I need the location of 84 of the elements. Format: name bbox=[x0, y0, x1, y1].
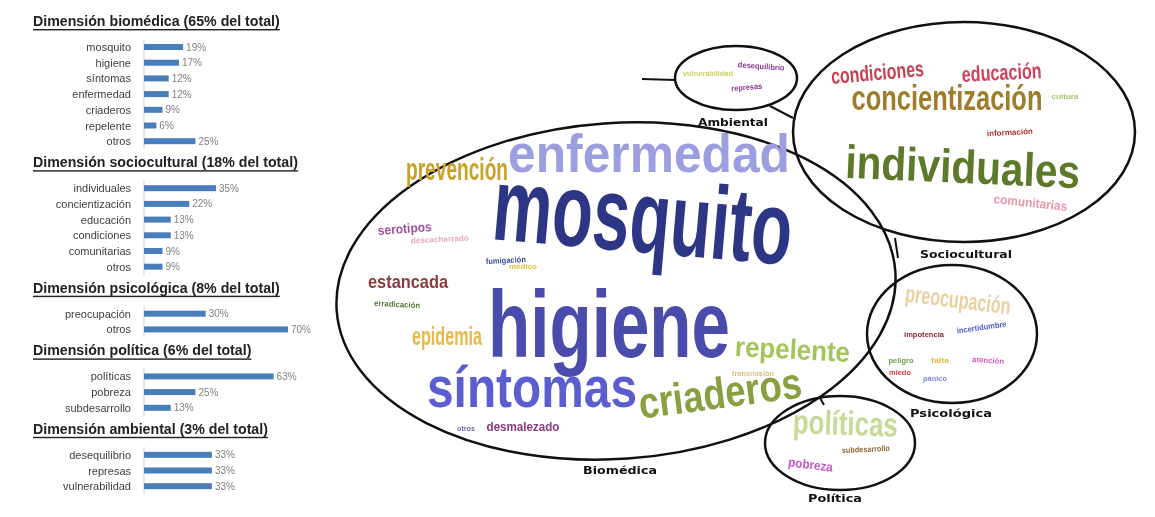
text: otros bbox=[457, 423, 475, 434]
data-label: 19% bbox=[186, 41, 207, 53]
data-label: 25% bbox=[198, 386, 219, 398]
text: Política bbox=[808, 491, 862, 505]
data-label: 12% bbox=[171, 72, 192, 84]
data-label: 35% bbox=[219, 182, 240, 194]
data-label: 9% bbox=[165, 261, 181, 273]
y-tick-label: políticas bbox=[90, 370, 132, 383]
data-label: 22% bbox=[192, 198, 213, 210]
bar bbox=[144, 248, 163, 254]
bar bbox=[144, 185, 216, 192]
text: repelente bbox=[734, 331, 851, 369]
data-label: 6% bbox=[159, 120, 174, 131]
bar bbox=[144, 232, 171, 239]
text: estancada bbox=[368, 270, 449, 293]
data-label: 9% bbox=[165, 245, 181, 257]
text: preocupación bbox=[903, 279, 1013, 320]
text: impotencia bbox=[904, 329, 945, 340]
data-label: 25% bbox=[198, 135, 219, 147]
data-label: 9% bbox=[165, 104, 181, 116]
text: Psicológica bbox=[910, 406, 992, 420]
bar bbox=[144, 216, 171, 223]
y-tick-label: subdesarrollo bbox=[64, 401, 131, 414]
y-tick-label: otros bbox=[106, 260, 132, 273]
bar bbox=[144, 91, 169, 98]
chart-title: Dimensión psicológica (8% del total) bbox=[33, 279, 281, 296]
y-tick-label: vulnerabilidad bbox=[63, 480, 131, 493]
text: atención bbox=[971, 354, 1005, 367]
text: epidemia bbox=[412, 322, 483, 350]
text: Biomédica bbox=[583, 463, 657, 477]
bar bbox=[144, 75, 169, 82]
text: subdesarrollo bbox=[841, 443, 891, 456]
y-tick-label: preocupación bbox=[64, 307, 131, 320]
y-tick-label: pobreza bbox=[91, 386, 132, 399]
text: falta bbox=[931, 355, 950, 365]
text: pobreza bbox=[787, 454, 834, 475]
y-tick-label: síntomas bbox=[86, 72, 132, 85]
bar bbox=[144, 138, 196, 145]
bar bbox=[144, 59, 179, 66]
y-tick-label: otros bbox=[106, 135, 132, 148]
text: desmalezado bbox=[486, 419, 560, 435]
data-label: 63% bbox=[276, 370, 297, 382]
data-label: 33% bbox=[214, 480, 236, 492]
text: serotipos bbox=[377, 219, 433, 238]
y-tick-label: concientización bbox=[55, 197, 131, 210]
chart-title: Dimensión biomédica (65% del total) bbox=[33, 13, 281, 29]
chart-title: Dimensión política (6% del total) bbox=[33, 342, 252, 359]
y-tick-label: individuales bbox=[73, 182, 132, 195]
chart-title: Dimensión sociocultural (18% del total) bbox=[33, 154, 299, 171]
y-tick-label: otros bbox=[106, 323, 132, 336]
text: vulnerabilidad bbox=[683, 68, 734, 79]
y-tick-label: educación bbox=[80, 213, 131, 226]
y-tick-label: criaderos bbox=[85, 103, 132, 116]
data-label: 70% bbox=[291, 323, 312, 335]
y-tick-label: mosquito bbox=[86, 41, 131, 53]
text: pánico bbox=[923, 373, 948, 384]
y-tick-label: desequilibrio bbox=[69, 448, 131, 461]
text: erradicación bbox=[373, 298, 421, 311]
data-label: 30% bbox=[208, 308, 229, 320]
y-tick-label: represas bbox=[88, 464, 132, 477]
data-label: 12% bbox=[171, 88, 192, 100]
y-tick-label: higiene bbox=[95, 56, 131, 69]
text: represas bbox=[730, 81, 763, 94]
bar bbox=[144, 106, 163, 113]
bar bbox=[144, 122, 157, 129]
data-label: 33% bbox=[214, 465, 236, 476]
data-label: 13% bbox=[173, 402, 194, 414]
chart-title: Dimensión ambiental (3% del total) bbox=[33, 420, 269, 437]
text: desequilibrio bbox=[737, 60, 786, 73]
y-tick-label: repelente bbox=[85, 119, 131, 132]
data-label: 13% bbox=[173, 229, 194, 241]
bar bbox=[144, 44, 184, 50]
text: incertidumbre bbox=[956, 319, 1008, 336]
bar bbox=[144, 200, 190, 207]
data-label: 17% bbox=[181, 57, 203, 69]
text: Sociocultural bbox=[920, 247, 1012, 261]
text: miedo bbox=[889, 367, 912, 378]
data-label: 13% bbox=[173, 214, 194, 226]
y-tick-label: enfermedad bbox=[72, 88, 131, 101]
y-tick-label: comunitarias bbox=[68, 245, 132, 257]
text: peligro bbox=[888, 355, 914, 366]
y-tick-label: condiciones bbox=[72, 229, 132, 242]
bar bbox=[144, 263, 163, 270]
data-label: 33% bbox=[214, 449, 236, 461]
